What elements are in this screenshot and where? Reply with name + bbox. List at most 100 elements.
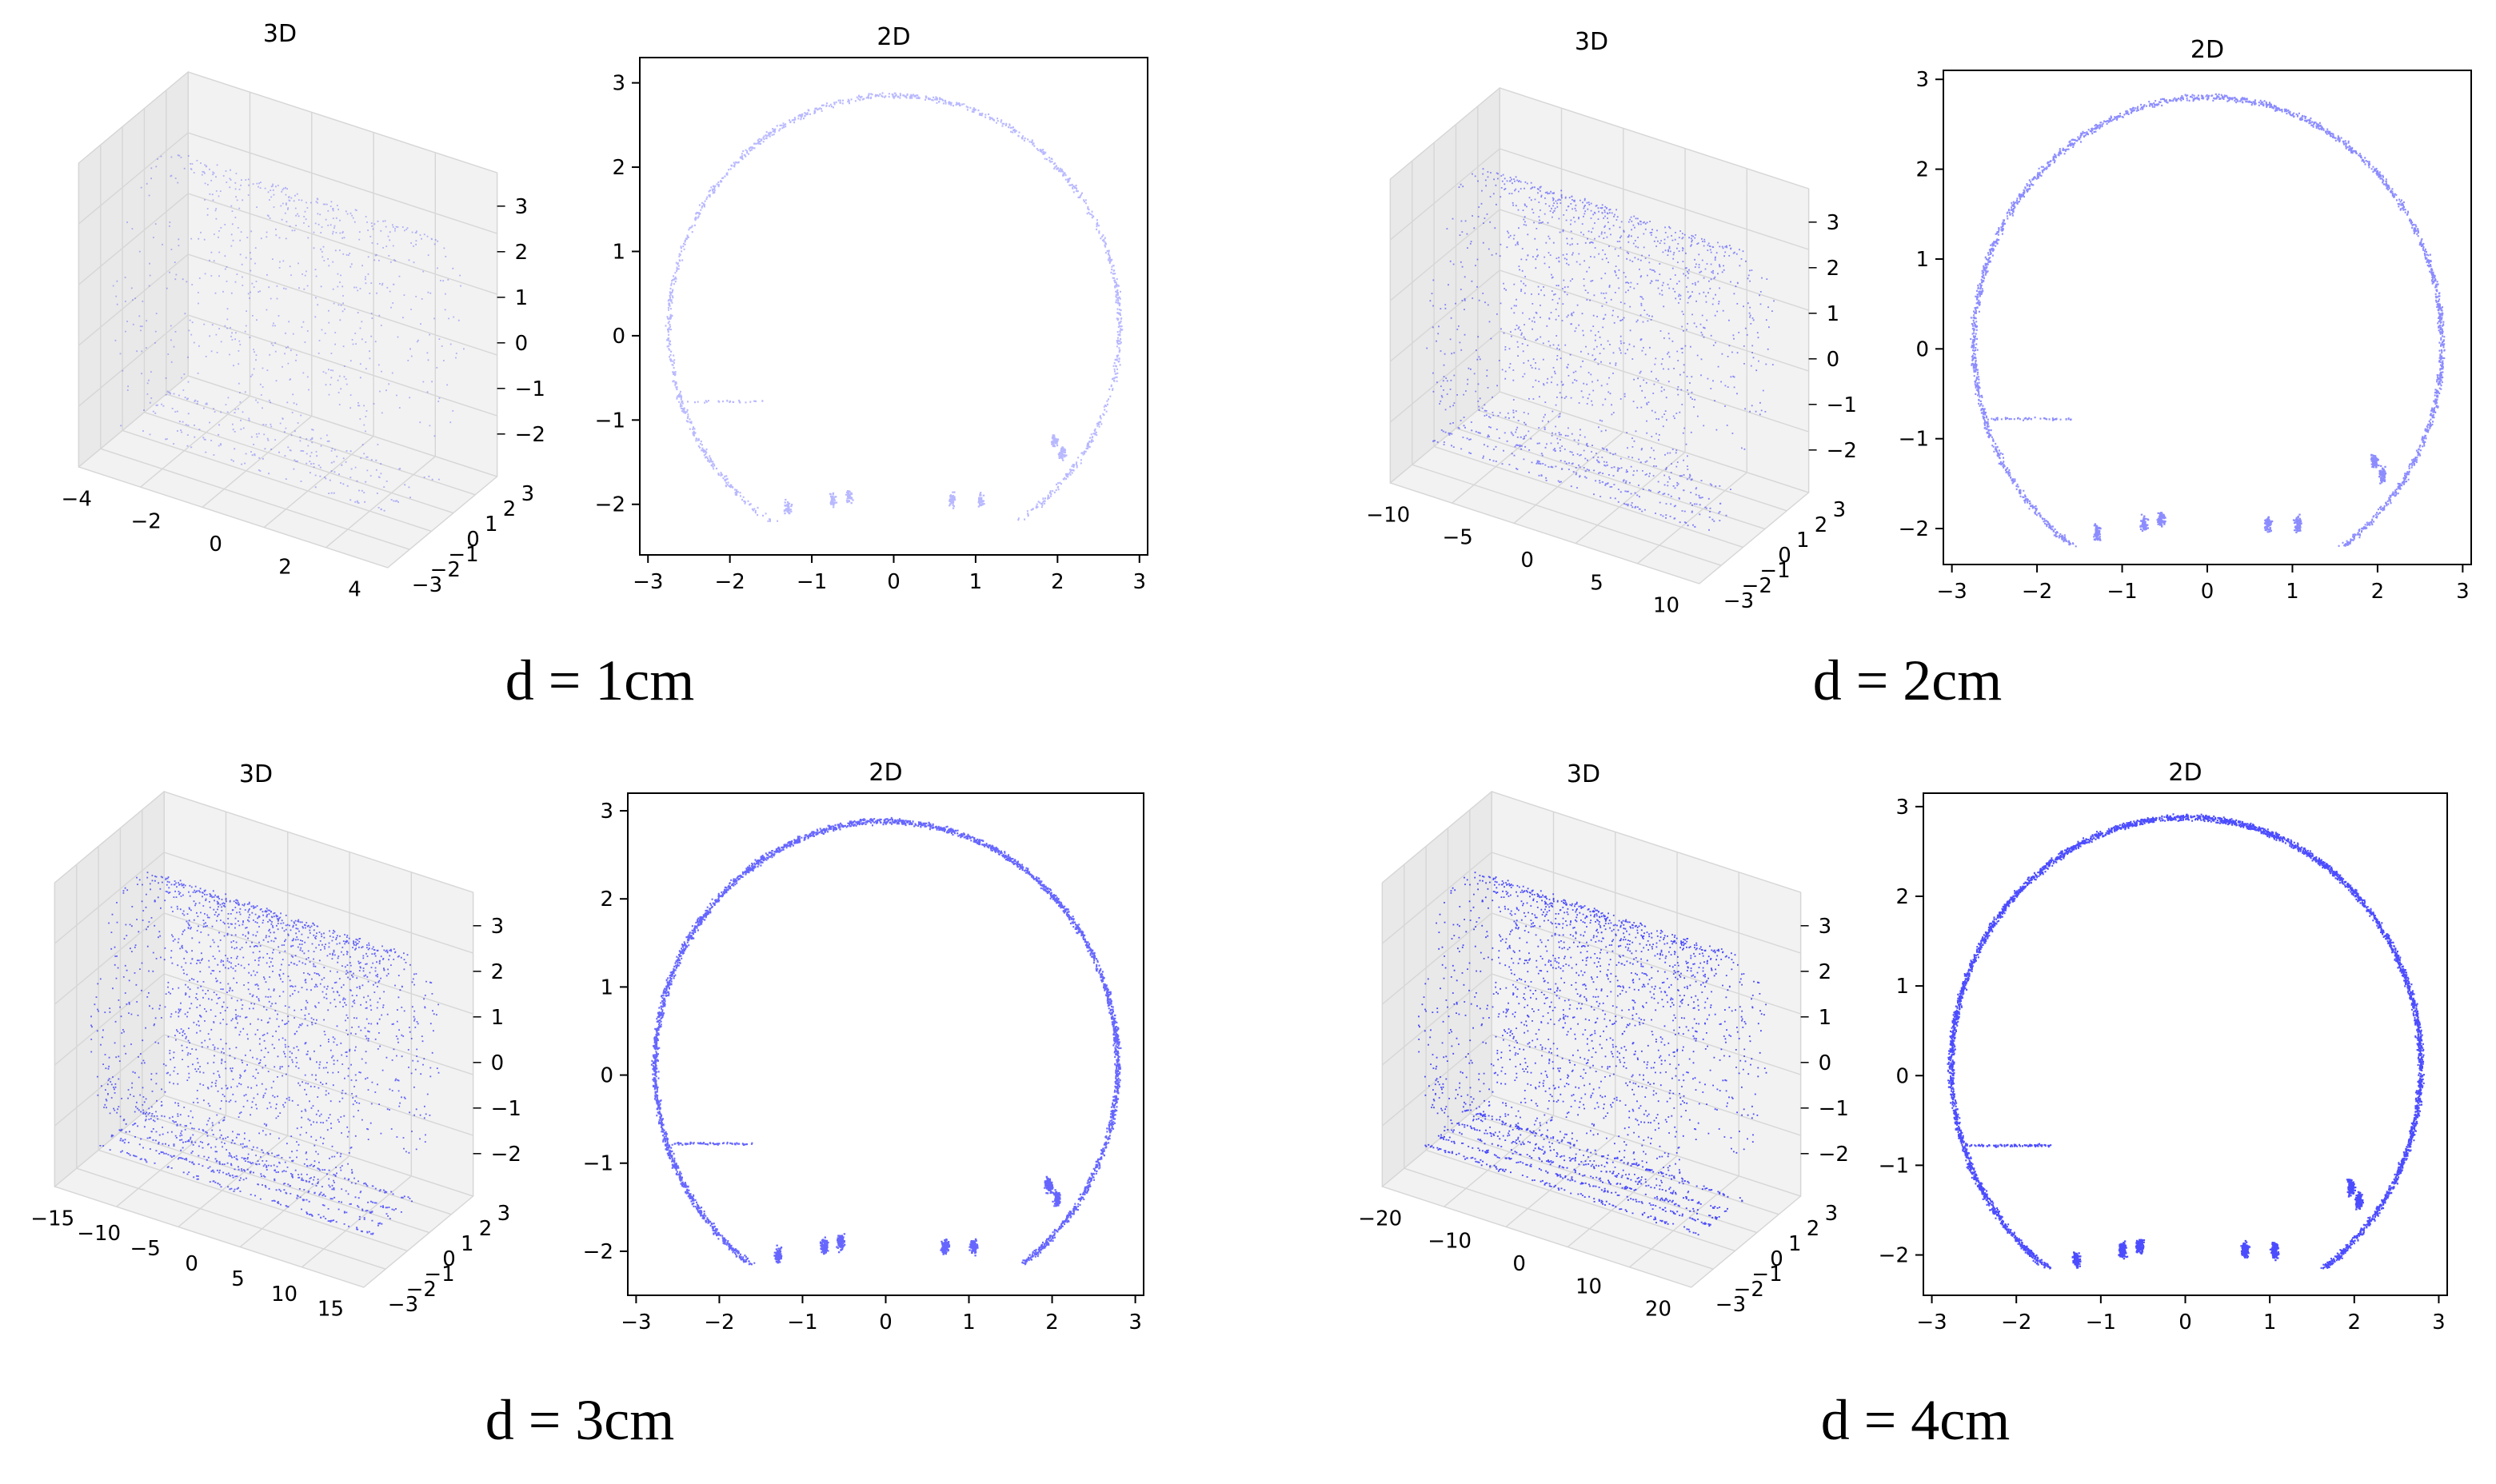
y-tick-label-3d: −2 bbox=[1734, 1278, 1764, 1302]
z-tick-label-3d: 2 bbox=[1827, 257, 1840, 281]
y-tick-label-3d: −1 bbox=[1759, 559, 1790, 583]
x-tick-label-2d: −2 bbox=[714, 570, 745, 594]
panel-caption: d = 2cm bbox=[1813, 648, 2003, 712]
y-tick-label-2d: 1 bbox=[1895, 975, 1909, 999]
z-tick-label-3d: 0 bbox=[1819, 1051, 1832, 1075]
y-tick-label-2d: 0 bbox=[1895, 1064, 1909, 1088]
y-tick-label-3d: 2 bbox=[1807, 1217, 1820, 1241]
point-cloud-3d bbox=[112, 154, 465, 512]
y-tick-label-2d: 0 bbox=[612, 325, 625, 349]
x-tick-label-2d: −2 bbox=[2001, 1310, 2031, 1334]
plot-2d-title: 2D bbox=[877, 23, 910, 51]
x-tick-label-3d: 0 bbox=[1520, 549, 1534, 572]
y-tick-label-3d: 1 bbox=[461, 1232, 474, 1256]
x-tick-label-3d: 0 bbox=[185, 1252, 198, 1276]
z-tick-label-3d: 0 bbox=[1827, 348, 1840, 372]
y-tick-label-2d: 2 bbox=[1915, 158, 1929, 182]
x-tick-label-2d: 3 bbox=[2432, 1310, 2446, 1334]
z-tick-label-3d: −1 bbox=[491, 1097, 521, 1121]
x-tick-label-2d: −2 bbox=[704, 1310, 734, 1334]
x-tick-label-3d: −15 bbox=[30, 1207, 74, 1231]
x-tick-label-2d: −1 bbox=[2086, 1310, 2116, 1334]
z-tick-label-3d: −2 bbox=[515, 423, 545, 447]
y-tick-label-3d: −1 bbox=[424, 1263, 454, 1287]
point-cloud-3d bbox=[1418, 872, 1767, 1236]
x-tick-label-2d: 0 bbox=[2201, 580, 2214, 604]
x-tick-label-2d: 1 bbox=[2263, 1310, 2277, 1334]
plot-2d-title: 2D bbox=[869, 759, 902, 787]
plot-2d-title: 2D bbox=[2190, 36, 2224, 64]
y-tick-label-2d: −1 bbox=[583, 1152, 613, 1176]
y-tick-label-3d: 2 bbox=[479, 1217, 493, 1241]
y-tick-label-2d: −1 bbox=[595, 409, 625, 433]
x-tick-label-2d: 0 bbox=[2179, 1310, 2192, 1334]
y-tick-label-3d: 1 bbox=[1796, 529, 1810, 553]
y-tick-label-3d: 0 bbox=[442, 1247, 456, 1271]
z-tick-label-3d: −2 bbox=[491, 1143, 521, 1167]
plot-3d-title: 3D bbox=[1567, 760, 1600, 788]
z-tick-label-3d: −2 bbox=[1819, 1143, 1849, 1167]
y-tick-label-2d: 3 bbox=[1895, 796, 1909, 820]
y-tick-label-3d: 3 bbox=[1825, 1202, 1839, 1226]
x-tick-label-3d: 15 bbox=[317, 1298, 344, 1322]
y-tick-label-3d: −1 bbox=[448, 543, 478, 567]
plot-3d-title: 3D bbox=[239, 760, 273, 788]
x-tick-label-3d: −20 bbox=[1358, 1207, 1402, 1231]
x-tick-label-3d: −2 bbox=[130, 510, 161, 534]
z-tick-label-3d: 3 bbox=[515, 195, 529, 219]
y-tick-label-3d: 2 bbox=[503, 497, 517, 521]
y-tick-label-2d: −1 bbox=[1899, 428, 1929, 452]
grid-3d bbox=[78, 71, 498, 568]
x-tick-label-2d: 3 bbox=[2456, 580, 2470, 604]
x-tick-label-3d: −5 bbox=[130, 1237, 160, 1261]
panel-caption: d = 4cm bbox=[1821, 1388, 2011, 1452]
x-tick-label-3d: −5 bbox=[1442, 526, 1472, 550]
point-cloud-2d bbox=[1970, 93, 2446, 548]
y-tick-label-3d: 0 bbox=[1778, 544, 1791, 568]
z-tick-label-3d: −1 bbox=[1827, 393, 1857, 417]
y-tick-label-3d: −3 bbox=[412, 573, 442, 597]
plot-2d-frame bbox=[627, 792, 1144, 1296]
y-tick-label-3d: 2 bbox=[1815, 513, 1828, 537]
x-tick-label-2d: 1 bbox=[962, 1310, 976, 1334]
y-tick-label-2d: 1 bbox=[600, 975, 613, 999]
x-tick-label-2d: 1 bbox=[2286, 580, 2299, 604]
y-tick-label-3d: −2 bbox=[406, 1278, 437, 1302]
y-tick-label-3d: 1 bbox=[485, 513, 498, 537]
plot-2d-frame bbox=[1923, 792, 2448, 1296]
plot-2d: −3 −2 −1 0 1 2 3 −2 −1 0 1 2 3 2D bbox=[1879, 759, 2448, 1334]
x-tick-label-2d: 2 bbox=[2371, 580, 2385, 604]
z-tick-label-3d: 0 bbox=[515, 332, 529, 356]
z-tick-label-3d: −1 bbox=[1819, 1097, 1849, 1121]
x-tick-label-3d: −4 bbox=[62, 487, 92, 511]
point-cloud-3d bbox=[1426, 168, 1775, 531]
panel-caption: d = 1cm bbox=[505, 648, 695, 712]
y-tick-label-3d: −3 bbox=[388, 1293, 418, 1317]
x-tick-label-3d: 10 bbox=[1653, 594, 1679, 618]
y-tick-label-2d: 2 bbox=[1895, 885, 1909, 909]
x-tick-label-2d: 3 bbox=[1132, 570, 1146, 594]
x-tick-label-2d: −1 bbox=[787, 1310, 817, 1334]
panel-caption: d = 3cm bbox=[485, 1388, 675, 1452]
x-tick-label-3d: −10 bbox=[1366, 503, 1410, 527]
x-tick-label-2d: −3 bbox=[1916, 1310, 1947, 1334]
y-tick-label-2d: −2 bbox=[583, 1240, 613, 1264]
x-tick-label-2d: −3 bbox=[633, 570, 663, 594]
z-tick-label-3d: 1 bbox=[1827, 302, 1840, 326]
z-tick-label-3d: 1 bbox=[1819, 1006, 1832, 1030]
plot-2d: −3 −2 −1 0 1 2 3 −2 −1 0 1 2 3 2D bbox=[1899, 36, 2472, 604]
y-tick-label-2d: 3 bbox=[1915, 68, 1929, 92]
z-tick-label-3d: 0 bbox=[491, 1051, 505, 1075]
y-tick-label-2d: 3 bbox=[600, 800, 613, 824]
x-tick-label-3d: −10 bbox=[77, 1222, 121, 1246]
x-tick-label-3d: 0 bbox=[209, 533, 222, 556]
x-tick-label-3d: 0 bbox=[1512, 1252, 1526, 1276]
